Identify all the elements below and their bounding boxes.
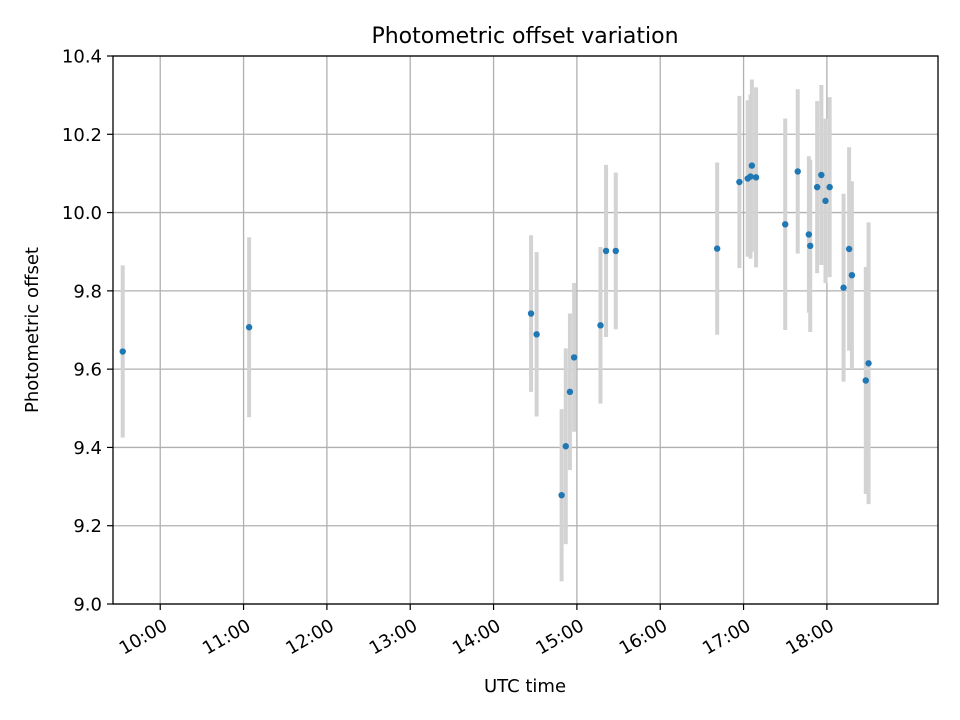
data-point xyxy=(805,231,813,238)
y-tick-label: 9.6 xyxy=(73,360,102,381)
y-tick-label: 9.0 xyxy=(73,595,102,616)
data-point xyxy=(794,168,801,175)
y-axis-label: Photometric offset xyxy=(22,247,43,413)
data-point xyxy=(845,245,853,253)
data-point xyxy=(602,247,610,255)
data-point xyxy=(848,272,856,279)
data-point xyxy=(782,221,789,228)
data-point xyxy=(748,162,756,169)
y-tick-label: 10.4 xyxy=(62,47,102,68)
data-point xyxy=(562,443,569,450)
data-point xyxy=(119,348,126,355)
y-tick-label: 9.4 xyxy=(73,438,102,459)
plot-frame xyxy=(112,55,939,605)
data-point xyxy=(747,173,754,180)
y-tick-label: 9.8 xyxy=(73,281,102,302)
data-point xyxy=(566,388,574,396)
data-point xyxy=(597,322,604,329)
data-point xyxy=(822,197,829,205)
data-point xyxy=(807,242,814,250)
data-points xyxy=(119,162,872,499)
data-point xyxy=(245,324,253,331)
data-point xyxy=(527,310,535,317)
data-point xyxy=(558,491,565,499)
data-point xyxy=(533,331,540,338)
y-tick-label: 10.2 xyxy=(62,125,102,146)
x-axis-label: UTC time xyxy=(484,676,566,697)
data-point xyxy=(612,247,619,255)
data-point xyxy=(752,174,760,181)
data-point xyxy=(713,245,721,252)
data-point xyxy=(818,171,825,179)
data-point xyxy=(840,284,847,291)
data-point xyxy=(813,183,821,191)
data-point xyxy=(570,354,578,361)
data-point xyxy=(826,183,833,191)
y-tick-label: 9.2 xyxy=(73,516,102,537)
data-point xyxy=(865,360,872,367)
y-tick-label: 10.0 xyxy=(62,203,102,224)
data-point xyxy=(862,377,869,384)
data-point xyxy=(736,178,743,186)
chart-title: Photometric offset variation xyxy=(371,24,678,49)
y-axis-ticks: 9.0 9.2 9.4 9.6 9.8 10.0 10.2 10.4 xyxy=(62,47,113,616)
